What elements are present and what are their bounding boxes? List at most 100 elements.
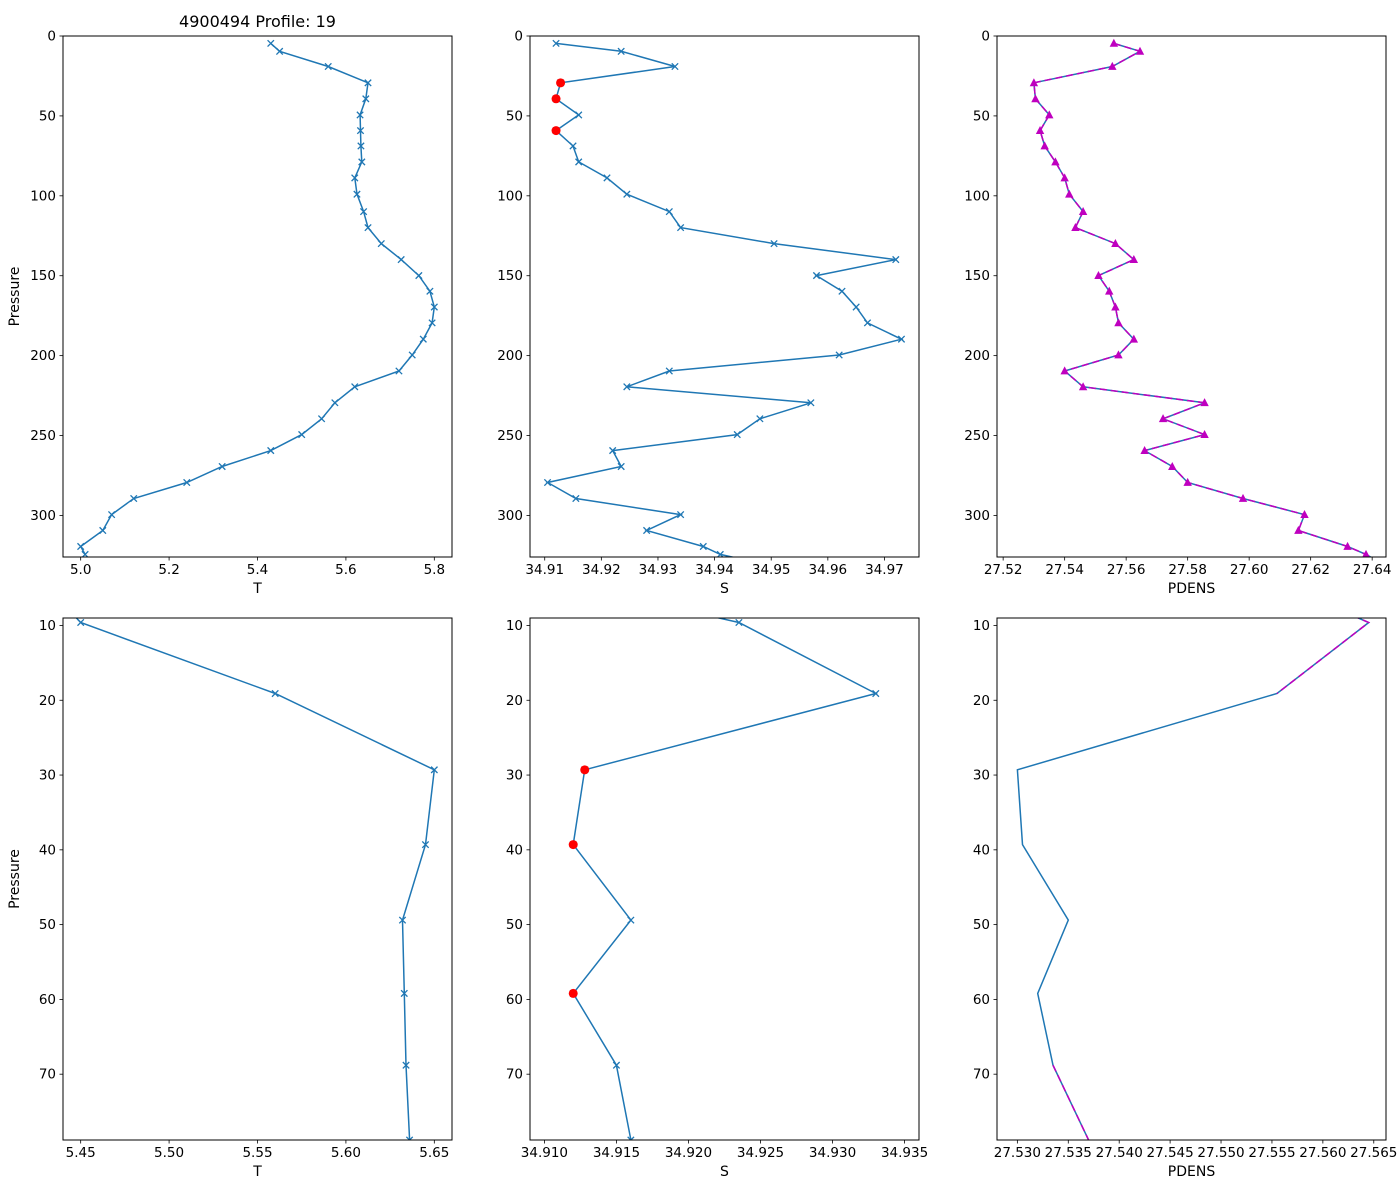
x-marker-icon [807,399,815,407]
x-marker-icon [665,207,673,216]
triangle-marker-icon [1168,461,1177,470]
x-tick-label: 27.550 [1197,1145,1244,1161]
x-marker-icon [552,39,560,48]
series-line [572,618,878,1140]
triangle-marker-icon [1343,541,1352,550]
x-marker-icon [77,542,85,551]
x-marker-icon [130,494,138,503]
x-tick-label: 34.95 [752,562,791,578]
x-tick-label: 27.60 [1230,562,1269,578]
triangle-marker-icon [1200,398,1209,407]
y-tick-label: 250 [964,428,990,444]
x-marker-icon [612,1061,621,1069]
x-marker-icon [218,462,226,471]
x-marker-icon [575,158,583,166]
y-axis-label: Pressure [7,849,23,909]
x-marker-icon [609,446,617,455]
x-marker-icon [331,399,339,407]
triangle-marker-icon [1035,126,1045,135]
y-tick-label: 50 [506,108,523,124]
x-marker-icon [623,190,631,198]
y-tick-label: 40 [39,842,56,858]
x-marker-icon [362,95,370,103]
y-tick-label: 60 [39,992,56,1008]
x-marker-icon [395,367,403,375]
x-tick-label: 27.58 [1168,562,1207,578]
x-tick-label: 5.6 [335,562,356,578]
x-marker-icon [892,255,900,264]
triangle-marker-icon [1045,110,1054,119]
y-tick-label: 50 [973,108,990,124]
triangle-marker-icon [1135,46,1145,55]
x-marker-icon [770,239,778,248]
x-marker-icon [572,494,580,503]
x-tick-label: 34.93 [639,562,678,578]
x-marker-icon [408,351,416,359]
x-marker-icon [42,582,48,588]
x-tick-label: 27.540 [1096,1145,1143,1161]
x-marker-icon [569,142,577,150]
axes-frame [996,617,1387,1141]
x-marker-icon [298,430,306,439]
y-tick-label: 100 [964,188,990,204]
x-tick-label: 34.930 [809,1145,856,1161]
axes-frame [62,617,453,1141]
x-tick-label: 34.920 [665,1145,712,1161]
x-tick-label: 27.545 [1146,1145,1193,1161]
x-marker-icon [603,174,611,182]
plot-area [42,582,438,1140]
x-marker-icon [364,79,372,87]
x-tick-label: 34.92 [582,562,621,578]
y-tick-label: 250 [30,428,56,444]
series-line [79,42,436,555]
x-tick-label: 34.915 [593,1145,640,1161]
x-axis-label: PDENS [1168,1164,1216,1180]
x-tick-label: 34.91 [525,562,564,578]
x-tick-label: 34.910 [521,1145,568,1161]
triangle-marker-icon [1105,286,1114,295]
x-marker-icon [267,39,275,48]
x-marker-icon [356,126,365,135]
x-marker-icon [617,47,625,56]
x-marker-icon [699,542,707,551]
series-line [1033,42,1373,557]
y-tick-label: 10 [39,618,56,634]
x-marker-icon [617,462,625,471]
x-marker-icon [275,47,284,56]
triangle-marker-icon [1060,366,1069,375]
triangle-marker-icon [1060,173,1069,182]
x-marker-icon [812,271,821,280]
x-marker-icon [267,446,275,455]
series-line [1276,618,1371,695]
x-marker-icon [570,582,576,588]
y-tick-label: 50 [973,917,990,933]
y-tick-label: 70 [506,1067,523,1083]
triangle-marker-icon [1040,141,1049,150]
plot-area [1029,38,1373,557]
x-marker-icon [623,383,631,391]
x-marker-icon [665,367,673,375]
x-tick-label: 34.96 [809,562,848,578]
subplot-T-zoom: 5.45 5.50 5.55 5.60 5.65 10 20 30 40 50 60 70 T Press… [7,582,453,1180]
y-tick-label: 250 [497,428,523,444]
y-tick-label: 150 [497,268,523,284]
x-marker-icon [735,618,743,627]
x-marker-icon [428,319,436,327]
x-tick-label: 5.45 [66,1145,96,1161]
series-line [1016,618,1371,1140]
x-marker-icon [430,766,438,774]
y-tick-label: 20 [39,693,56,709]
triangle-marker-icon [1111,302,1120,311]
x-marker-icon [364,223,372,232]
x-marker-icon [398,916,407,924]
triangle-marker-icon [1114,318,1123,327]
x-marker-icon [543,478,552,487]
x-tick-label: 34.935 [881,1145,928,1161]
y-tick-label: 0 [514,29,523,45]
flagged-point-icon [568,840,578,850]
triangle-marker-icon [1238,493,1248,502]
x-marker-icon [356,111,364,119]
x-tick-label: 27.555 [1248,1145,1295,1161]
y-tick-label: 30 [973,768,990,784]
y-tick-label: 60 [506,992,523,1008]
